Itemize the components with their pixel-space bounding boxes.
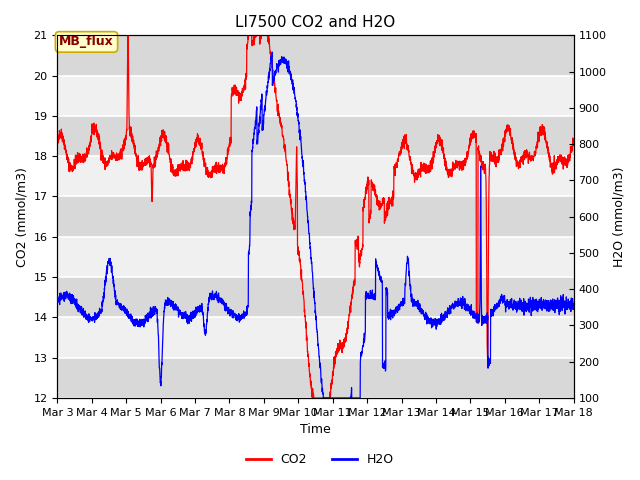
Legend: CO2, H2O: CO2, H2O	[241, 448, 399, 471]
X-axis label: Time: Time	[300, 423, 331, 436]
Bar	[58, 358, 573, 398]
Bar	[58, 196, 573, 237]
Text: MB_flux: MB_flux	[59, 36, 114, 48]
Y-axis label: CO2 (mmol/m3): CO2 (mmol/m3)	[15, 167, 28, 266]
Bar	[58, 36, 573, 76]
Title: LI7500 CO2 and H2O: LI7500 CO2 and H2O	[236, 15, 396, 30]
Bar	[58, 277, 573, 317]
Y-axis label: H2O (mmol/m3): H2O (mmol/m3)	[612, 167, 625, 267]
Bar	[58, 116, 573, 156]
